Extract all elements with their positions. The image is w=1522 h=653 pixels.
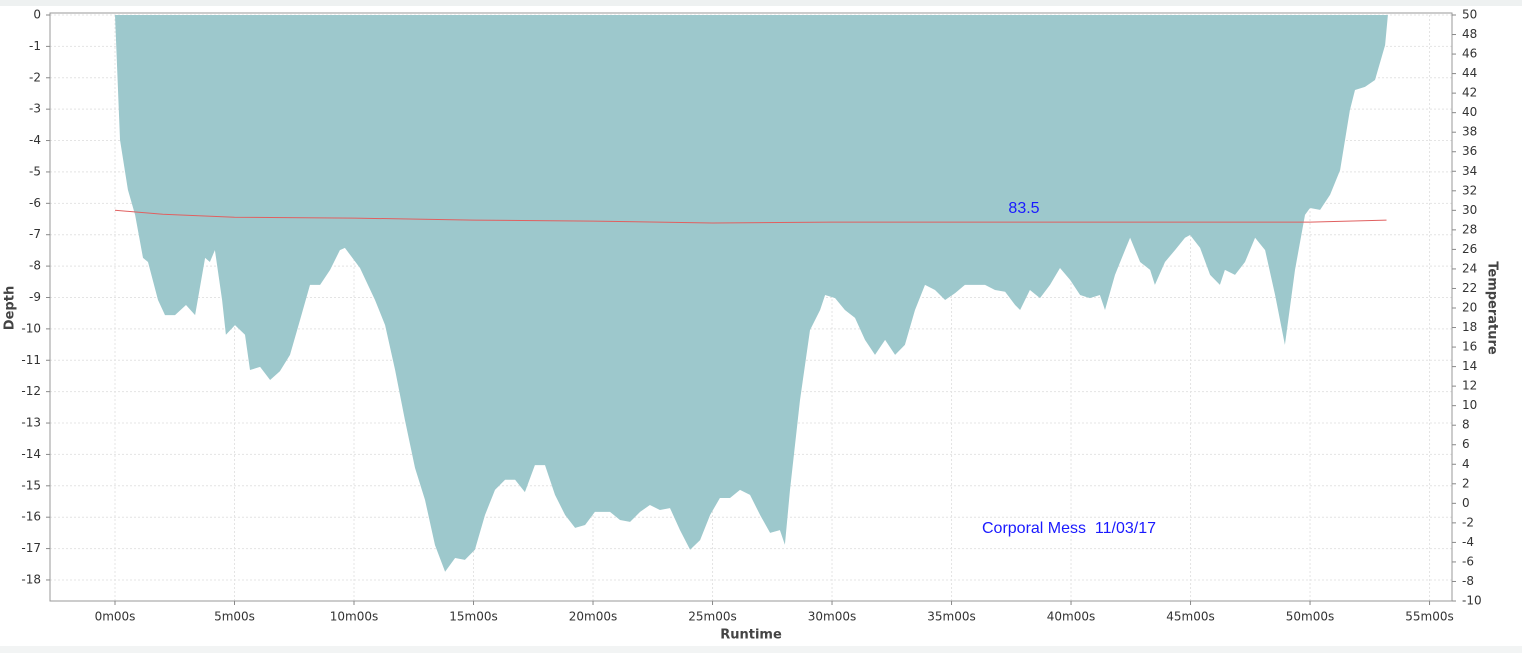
y2-tick-label: 20 <box>1462 301 1477 315</box>
y-tick-label: -12 <box>21 384 41 398</box>
y-tick-label: -3 <box>29 102 41 116</box>
y2-axis-title: Temperature <box>1485 261 1500 355</box>
y-tick-label: -5 <box>29 164 41 178</box>
y2-tick-label: 46 <box>1462 47 1477 61</box>
y2-tick-label: 10 <box>1462 398 1477 412</box>
y-tick-label: -11 <box>21 353 41 367</box>
y-tick-label: -6 <box>29 196 41 210</box>
y-tick-label: -17 <box>21 541 41 555</box>
y-tick-label: -1 <box>29 39 41 53</box>
y2-tick-label: 48 <box>1462 27 1477 41</box>
y-tick-label: -2 <box>29 70 41 84</box>
y2-tick-label: 34 <box>1462 164 1477 178</box>
x-axis-title: Runtime <box>720 628 782 643</box>
x-tick-label: 20m00s <box>569 610 617 624</box>
y2-tick-label: -6 <box>1462 554 1474 568</box>
plot-frame <box>49 12 1453 602</box>
top-band <box>0 0 1522 6</box>
y2-tick-label: 32 <box>1462 183 1477 197</box>
y2-tick-label: -10 <box>1462 594 1482 608</box>
x-tick-label: 50m00s <box>1286 610 1334 624</box>
y2-tick-label: 8 <box>1462 418 1470 432</box>
x-tick-label: 35m00s <box>927 610 975 624</box>
x-tick-label: 55m00s <box>1405 610 1453 624</box>
x-tick-label: 30m00s <box>808 610 856 624</box>
y2-tick-label: 38 <box>1462 125 1477 139</box>
y-tick-label: -13 <box>21 416 41 430</box>
x-tick-label: 10m00s <box>330 610 378 624</box>
y2-tick-label: 0 <box>1462 496 1470 510</box>
y2-tick-label: 40 <box>1462 105 1477 119</box>
x-tick-label: 15m00s <box>449 610 497 624</box>
y2-tick-label: -2 <box>1462 515 1474 529</box>
y2-tick-label: 16 <box>1462 340 1477 354</box>
annotation: Corporal Mess 11/03/17 <box>982 520 1156 537</box>
y-tick-label: -15 <box>21 478 41 492</box>
y-tick-label: -4 <box>29 133 41 147</box>
y2-tick-label: 12 <box>1462 379 1477 393</box>
y2-tick-label: 2 <box>1462 476 1470 490</box>
y-tick-label: -16 <box>21 510 41 524</box>
y2-tick-label: 28 <box>1462 222 1477 236</box>
y2-tick-label: 30 <box>1462 203 1477 217</box>
y2-tick-label: 44 <box>1462 66 1477 80</box>
depth-area <box>115 15 1388 572</box>
y-tick-label: -9 <box>29 290 41 304</box>
y2-tick-label: 24 <box>1462 261 1477 275</box>
y2-tick-label: 26 <box>1462 242 1477 256</box>
y2-tick-label: -4 <box>1462 535 1474 549</box>
y-tick-label: -10 <box>21 321 41 335</box>
y2-tick-label: 14 <box>1462 359 1477 373</box>
temperature-line <box>114 209 1387 224</box>
y-tick-label: -14 <box>21 447 41 461</box>
y-axis-title: Depth <box>3 286 18 330</box>
y-tick-label: -18 <box>21 572 41 586</box>
y2-tick-label: 18 <box>1462 320 1477 334</box>
y2-tick-label: 6 <box>1462 437 1470 451</box>
y2-tick-label: 22 <box>1462 281 1477 295</box>
y-tick-label: 0 <box>33 8 41 22</box>
y2-tick-label: 4 <box>1462 457 1470 471</box>
y2-tick-label: -8 <box>1462 574 1474 588</box>
y2-tick-label: 36 <box>1462 144 1477 158</box>
annotation: 83.5 <box>1008 200 1039 217</box>
x-tick-label: 25m00s <box>688 610 736 624</box>
x-tick-label: 5m00s <box>214 610 255 624</box>
x-tick-label: 45m00s <box>1166 610 1214 624</box>
x-tick-label: 0m00s <box>95 610 136 624</box>
y-tick-label: -7 <box>29 227 41 241</box>
y-tick-label: -8 <box>29 259 41 273</box>
x-tick-label: 40m00s <box>1047 610 1095 624</box>
y2-tick-label: 50 <box>1462 8 1477 22</box>
y2-tick-label: 42 <box>1462 86 1477 100</box>
bottom-band <box>0 646 1522 653</box>
